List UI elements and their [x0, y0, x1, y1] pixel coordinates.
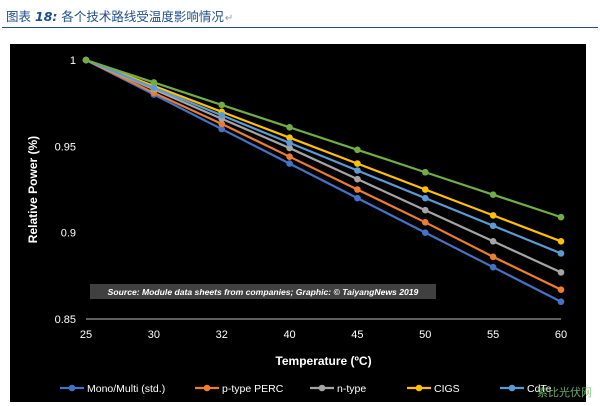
legend-item: n-type [310, 383, 366, 395]
y-tick-label: 0.95 [55, 141, 76, 153]
series-line [85, 59, 562, 291]
data-point [354, 146, 361, 154]
data-point [354, 167, 361, 174]
data-point [421, 168, 429, 176]
data-point [286, 124, 293, 131]
y-tick-label: 1 [70, 55, 76, 67]
data-point [489, 222, 497, 230]
data-point [489, 212, 497, 219]
data-point [489, 238, 497, 245]
data-point [218, 101, 226, 109]
legend-label: CdTe [527, 383, 552, 395]
x-tick-label: 50 [419, 329, 431, 341]
series-hjt [82, 56, 565, 221]
legend-item: Mono/Multi (std.) [60, 383, 165, 395]
series-line [85, 58, 562, 274]
data-point [557, 238, 565, 245]
data-point [557, 213, 565, 221]
legend-item: CIGS [407, 383, 460, 395]
series-mono-multi-std [82, 56, 565, 306]
legend-label: n-type [337, 383, 366, 395]
data-point [557, 250, 565, 257]
data-point [489, 253, 497, 261]
legend-label: p-type PERC [222, 383, 284, 395]
data-point [354, 186, 361, 193]
data-point [557, 269, 565, 276]
data-point [489, 263, 497, 271]
series-line [85, 59, 562, 303]
legend-marker-icon [415, 384, 423, 392]
data-point [489, 191, 497, 198]
data-point [286, 153, 293, 160]
data-point [354, 194, 361, 202]
data-point [421, 219, 429, 226]
caption-prefix: 图表 [6, 9, 32, 24]
x-tick-label: 55 [487, 329, 499, 341]
return-mark-icon: ↵ [224, 13, 234, 24]
data-point [557, 286, 565, 293]
x-tick-label: 25 [80, 329, 92, 341]
data-point [557, 298, 565, 306]
figure-caption: 图表 18: 各个技术路线受温度影响情况↵ [6, 6, 233, 25]
data-point [421, 229, 429, 236]
series-line [85, 58, 562, 219]
x-axis-title: Temperature (ºC) [275, 354, 371, 368]
x-tick-label: 40 [283, 329, 295, 341]
data-point [286, 160, 293, 167]
data-point [421, 206, 429, 214]
source-annotation: Source: Module data sheets from companie… [108, 287, 419, 297]
legend-item: p-type PERC [195, 383, 284, 395]
series-cdte [82, 56, 565, 257]
data-point [82, 56, 90, 64]
data-point [218, 120, 226, 128]
line-chart: 0.85 0.9 0.95 1 25 30 32 40 45 50 55 60 Temperature … [26, 55, 567, 395]
x-tick-label: 32 [216, 329, 228, 341]
data-point [218, 111, 226, 119]
legend-marker-icon [68, 384, 76, 392]
annotation-box [90, 284, 436, 299]
y-axis-title: Relative Power (%) [26, 136, 40, 243]
y-tick-label: 0.9 [61, 228, 76, 240]
series-line [85, 58, 562, 243]
chart-panel: 0.85 0.9 0.95 1 25 30 32 40 45 50 55 60 Temperature … [10, 44, 586, 402]
legend-marker-icon [318, 384, 326, 392]
legend-label: CIGS [434, 383, 460, 395]
legend-marker-icon [203, 384, 211, 392]
data-point [421, 186, 429, 193]
data-point [354, 175, 361, 183]
caption-number: 18: [35, 9, 58, 24]
caption-text: 各个技术路线受温度影响情况 [61, 9, 224, 24]
data-point [421, 194, 429, 202]
legend-item: CdTe [500, 383, 552, 395]
watermark-logo: 索比光伏网 [537, 386, 592, 399]
data-point [150, 84, 158, 91]
series-n-type [82, 56, 565, 276]
series-line [85, 58, 562, 255]
data-point [354, 160, 361, 167]
caption-divider [2, 27, 598, 28]
data-point [150, 79, 158, 86]
data-point [218, 125, 226, 133]
data-point [286, 139, 293, 147]
legend-marker-icon [508, 384, 516, 392]
x-tick-label: 45 [351, 329, 363, 341]
y-tick-label: 0.85 [55, 314, 76, 326]
legend-label: Mono/Multi (std.) [87, 383, 165, 395]
x-tick-label: 30 [148, 329, 160, 341]
data-point [286, 134, 293, 141]
data-point [286, 144, 293, 152]
x-tick-label: 60 [555, 329, 567, 341]
